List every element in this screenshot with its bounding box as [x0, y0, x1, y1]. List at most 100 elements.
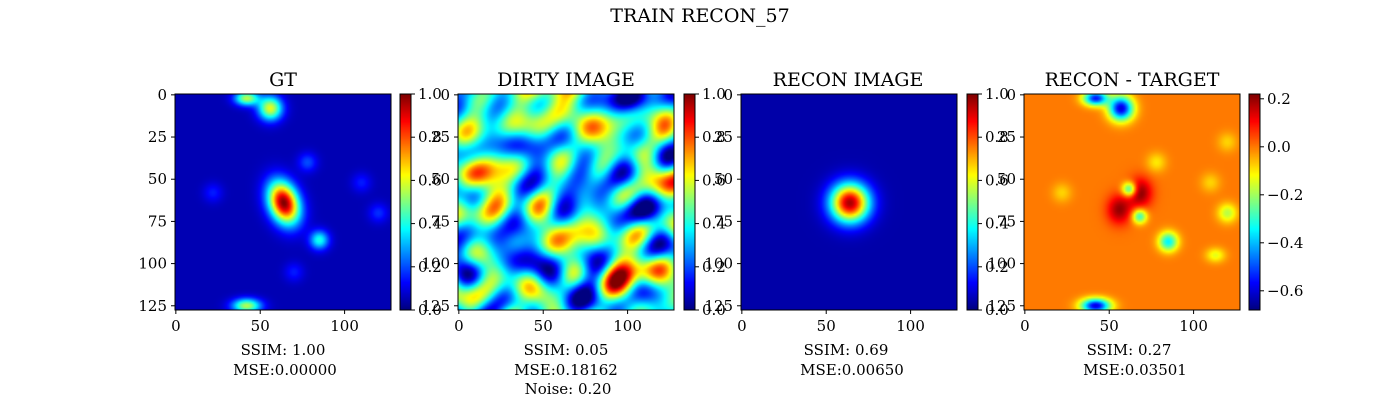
heatmap-frame	[457, 93, 675, 311]
y-tick-label: 0	[1006, 86, 1016, 104]
panel-title: RECON - TARGET	[1045, 69, 1220, 91]
y-tick-label: 25	[148, 128, 167, 146]
colorbar-tick-label: −0.2	[1267, 186, 1303, 204]
caption-mse: MSE:0.18162	[514, 361, 618, 379]
y-tick-label: 75	[431, 212, 450, 230]
colorbar-tick-label: 0.6	[418, 171, 442, 189]
colorbar-tick-label: 0.6	[702, 171, 726, 189]
colorbar-tick-label: 0.0	[418, 301, 442, 319]
colorbar-tick-label: 0.0	[985, 301, 1009, 319]
colorbar-frame	[683, 93, 696, 311]
y-tick-label: 50	[714, 170, 733, 188]
y-tick-label: 25	[714, 128, 733, 146]
caption-mse: MSE:0.03501	[1083, 361, 1187, 379]
x-tick-label: 100	[330, 317, 359, 335]
y-tick-label: 25	[431, 128, 450, 146]
x-tick-label: 0	[737, 317, 747, 335]
colorbar	[400, 94, 411, 310]
colorbar	[684, 94, 695, 310]
caption-mse: MSE:0.00000	[233, 361, 337, 379]
colorbar-tick-label: 0.2	[702, 258, 726, 276]
y-tick-label: 50	[997, 170, 1016, 188]
caption-ssim: SSIM: 0.27	[1087, 341, 1172, 359]
x-tick-label: 100	[613, 317, 642, 335]
y-tick-label: 0	[723, 86, 733, 104]
y-axis: 0 25 50 75 100 125	[704, 86, 741, 315]
figure-suptitle: TRAIN RECON_57	[610, 5, 789, 27]
y-tick-label: 75	[714, 212, 733, 230]
y-tick-label: 100	[421, 255, 450, 273]
colorbar-ticks: 0.2 0.0 −0.2 −0.4 −0.6	[1260, 90, 1303, 300]
colorbar-tick-label: 1.0	[985, 85, 1009, 103]
colorbar-tick-label: 0.0	[1267, 138, 1291, 156]
x-axis: 0 50 100	[171, 310, 359, 335]
colorbar-ticks: 0.0 0.2 0.4 0.6 0.8 1.0	[411, 85, 442, 319]
heatmap-image	[741, 94, 957, 310]
caption-mse: MSE:0.00650	[800, 361, 904, 379]
caption-ssim: SSIM: 1.00	[241, 341, 326, 359]
x-tick-label: 50	[534, 317, 553, 335]
y-tick-label: 75	[997, 212, 1016, 230]
colorbar-tick-label: 0.4	[702, 215, 726, 233]
colorbar-tick-label: −0.6	[1267, 282, 1303, 300]
y-tick-label: 75	[148, 212, 167, 230]
y-tick-label: 25	[997, 128, 1016, 146]
colorbar-tick-label: 0.4	[418, 215, 442, 233]
heatmap-image	[175, 94, 391, 310]
caption-ssim: SSIM: 0.05	[524, 341, 609, 359]
x-tick-label: 50	[817, 317, 836, 335]
panel-title: GT	[269, 69, 297, 91]
colorbar-tick-label: 0.6	[985, 171, 1009, 189]
y-axis: 0 25 50 75 100 125	[138, 86, 175, 315]
caption-noise: Noise: 0.20	[525, 380, 612, 398]
colorbar-tick-label: 1.0	[418, 85, 442, 103]
heatmap-frame	[1023, 93, 1241, 311]
colorbar-frame	[399, 93, 412, 311]
x-tick-label: 0	[454, 317, 464, 335]
panel-title: RECON IMAGE	[773, 69, 924, 91]
heatmap-frame	[740, 93, 958, 311]
colorbar	[967, 94, 978, 310]
y-axis: 0 25 50 75 100 125	[421, 86, 458, 315]
colorbar	[1249, 94, 1260, 310]
colorbar-tick-label: 0.4	[985, 215, 1009, 233]
colorbar-tick-label: 1.0	[702, 85, 726, 103]
x-tick-label: 0	[1020, 317, 1030, 335]
y-tick-label: 125	[704, 297, 733, 315]
colorbar-ticks: 0.0 0.2 0.4 0.6 0.8 1.0	[978, 85, 1009, 319]
x-tick-label: 0	[171, 317, 181, 335]
panel-title: DIRTY IMAGE	[497, 69, 635, 91]
y-axis: 0 25 50 75 100 125	[987, 86, 1024, 315]
colorbar-tick-label: 0.2	[1267, 90, 1291, 108]
colorbar-ticks: 0.0 0.2 0.4 0.6 0.8 1.0	[695, 85, 726, 319]
colorbar-tick-label: 0.2	[418, 258, 442, 276]
colorbar-tick-label: 0.2	[985, 258, 1009, 276]
y-tick-label: 0	[157, 86, 167, 104]
colorbar-tick-label: −0.4	[1267, 234, 1303, 252]
heatmap-image	[458, 94, 674, 310]
colorbar-frame	[1248, 93, 1261, 311]
y-tick-label: 125	[138, 297, 167, 315]
x-tick-label: 50	[251, 317, 270, 335]
panel-gt: GT 0 50 100 0 25 50 75 100 125 0.0 0.2 0.4 0.6 0.8 1…	[138, 69, 442, 379]
y-tick-label: 100	[987, 255, 1016, 273]
x-axis: 0 50 100	[454, 310, 642, 335]
colorbar-tick-label: 0.8	[985, 128, 1009, 146]
colorbar-frame	[966, 93, 979, 311]
x-tick-label: 50	[1100, 317, 1119, 335]
heatmap-frame	[174, 93, 392, 311]
heatmap-image	[1024, 94, 1240, 310]
y-tick-label: 50	[148, 170, 167, 188]
colorbar-tick-label: 0.8	[702, 128, 726, 146]
y-tick-label: 100	[704, 255, 733, 273]
colorbar-tick-label: 0.0	[702, 301, 726, 319]
y-tick-label: 100	[138, 255, 167, 273]
x-tick-label: 100	[1179, 317, 1208, 335]
y-tick-label: 125	[421, 297, 450, 315]
x-tick-label: 100	[896, 317, 925, 335]
colorbar-tick-label: 0.8	[418, 128, 442, 146]
y-tick-label: 50	[431, 170, 450, 188]
